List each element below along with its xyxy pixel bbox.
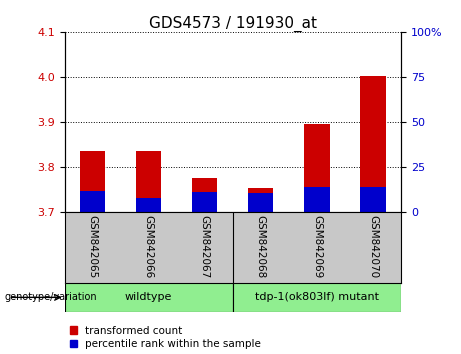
Bar [136,198,161,212]
Text: GSM842070: GSM842070 [368,215,378,278]
Text: genotype/variation: genotype/variation [5,292,97,302]
Bar [80,152,105,212]
Bar [361,76,386,212]
Bar [80,191,105,212]
Title: GDS4573 / 191930_at: GDS4573 / 191930_at [149,16,317,32]
Bar [361,187,386,212]
Text: GSM842065: GSM842065 [88,215,98,278]
Text: GSM842067: GSM842067 [200,215,210,278]
Text: GSM842068: GSM842068 [256,215,266,278]
Bar [248,193,273,212]
Bar [248,188,273,212]
Bar [304,187,330,212]
Text: wildtype: wildtype [125,292,172,302]
Text: GSM842066: GSM842066 [144,215,154,278]
Bar [304,124,330,212]
Bar [192,192,218,212]
Bar [65,283,233,312]
Bar [233,283,401,312]
Text: tdp-1(ok803lf) mutant: tdp-1(ok803lf) mutant [255,292,379,302]
Bar [192,178,218,212]
Legend: transformed count, percentile rank within the sample: transformed count, percentile rank withi… [70,326,261,349]
Text: GSM842069: GSM842069 [312,215,322,278]
Bar [136,150,161,212]
